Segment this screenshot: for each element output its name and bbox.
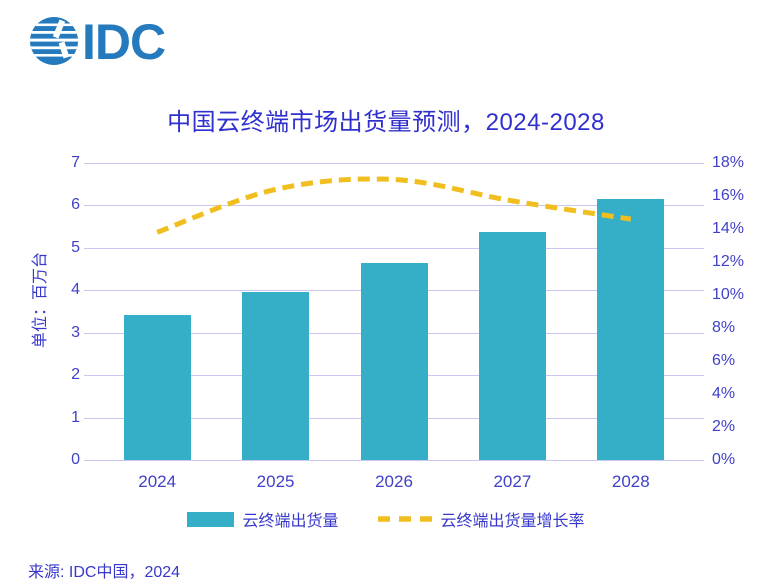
left-axis-tick-label: 7 <box>71 154 80 171</box>
left-axis-tick-label: 1 <box>71 408 80 426</box>
x-axis-label-2028: 2028 <box>611 472 650 491</box>
legend-item-growth: 云终端出货量增长率 <box>377 507 585 531</box>
left-axis-tick-label: 2 <box>71 366 80 384</box>
left-axis-tick-label: 6 <box>71 196 80 214</box>
right-axis-tick-label: 2% <box>712 418 736 435</box>
bar-2026 <box>360 263 428 460</box>
left-axis-tick-label: 5 <box>71 238 80 256</box>
x-axis-label-2025: 2025 <box>256 472 295 491</box>
gridline <box>84 163 704 164</box>
left-axis-tick-label: 3 <box>71 323 80 341</box>
plot-area: 0 1 2 3 4 5 6 7 0% 2% 4% 6% 8% 10% 12% 14% 16% 18% 2024 202… <box>71 154 744 491</box>
growth-line-svg <box>156 176 632 235</box>
bar-2024 <box>123 314 191 460</box>
gridline <box>84 460 704 461</box>
growth-line <box>156 176 632 235</box>
x-axis-label-2027: 2027 <box>493 472 532 491</box>
legend-label-growth: 云终端出货量增长率 <box>440 513 585 530</box>
legend-item-shipments: 云终端出货量 <box>187 507 339 531</box>
globe-stripes-icon <box>30 17 78 65</box>
right-axis-tick-label: 18% <box>712 154 745 171</box>
source-note: 来源: IDC中国，2024 <box>28 564 181 581</box>
idc-logo-svg: IDC <box>30 14 166 70</box>
bar-2027 <box>478 232 546 460</box>
right-axis-tick-label: 0% <box>712 451 736 468</box>
bar-2025 <box>242 291 310 460</box>
right-axis-tick-label: 6% <box>712 352 736 369</box>
x-axis-label-2026: 2026 <box>375 472 413 491</box>
right-axis-tick-label: 16% <box>712 187 745 204</box>
idc-logo-text: IDC <box>82 14 165 68</box>
left-axis-tick-label: 4 <box>71 281 80 299</box>
dashed-line-swatch-icon <box>377 516 432 522</box>
bar-2028 <box>597 199 665 460</box>
right-axis-tick-label: 10% <box>712 286 745 303</box>
bar-swatch-icon <box>187 511 235 527</box>
gridline <box>84 205 704 207</box>
right-axis-tick-label: 8% <box>712 319 736 336</box>
idc-logo: IDC <box>28 12 188 70</box>
legend-label-shipments: 云终端出货量 <box>242 513 339 530</box>
right-axis-tick-label: 4% <box>712 385 736 402</box>
left-axis-tick-label: 0 <box>71 451 80 468</box>
right-axis-tick-label: 12% <box>712 253 745 270</box>
x-axis-label-2024: 2024 <box>138 472 177 491</box>
right-axis-tick-label: 14% <box>712 220 745 237</box>
legend: 云终端出货量 云终端出货量增长率 <box>0 507 772 531</box>
chart-title: 中国云终端市场出货量预测，2024-2028 <box>167 109 605 136</box>
gridline <box>84 247 704 249</box>
